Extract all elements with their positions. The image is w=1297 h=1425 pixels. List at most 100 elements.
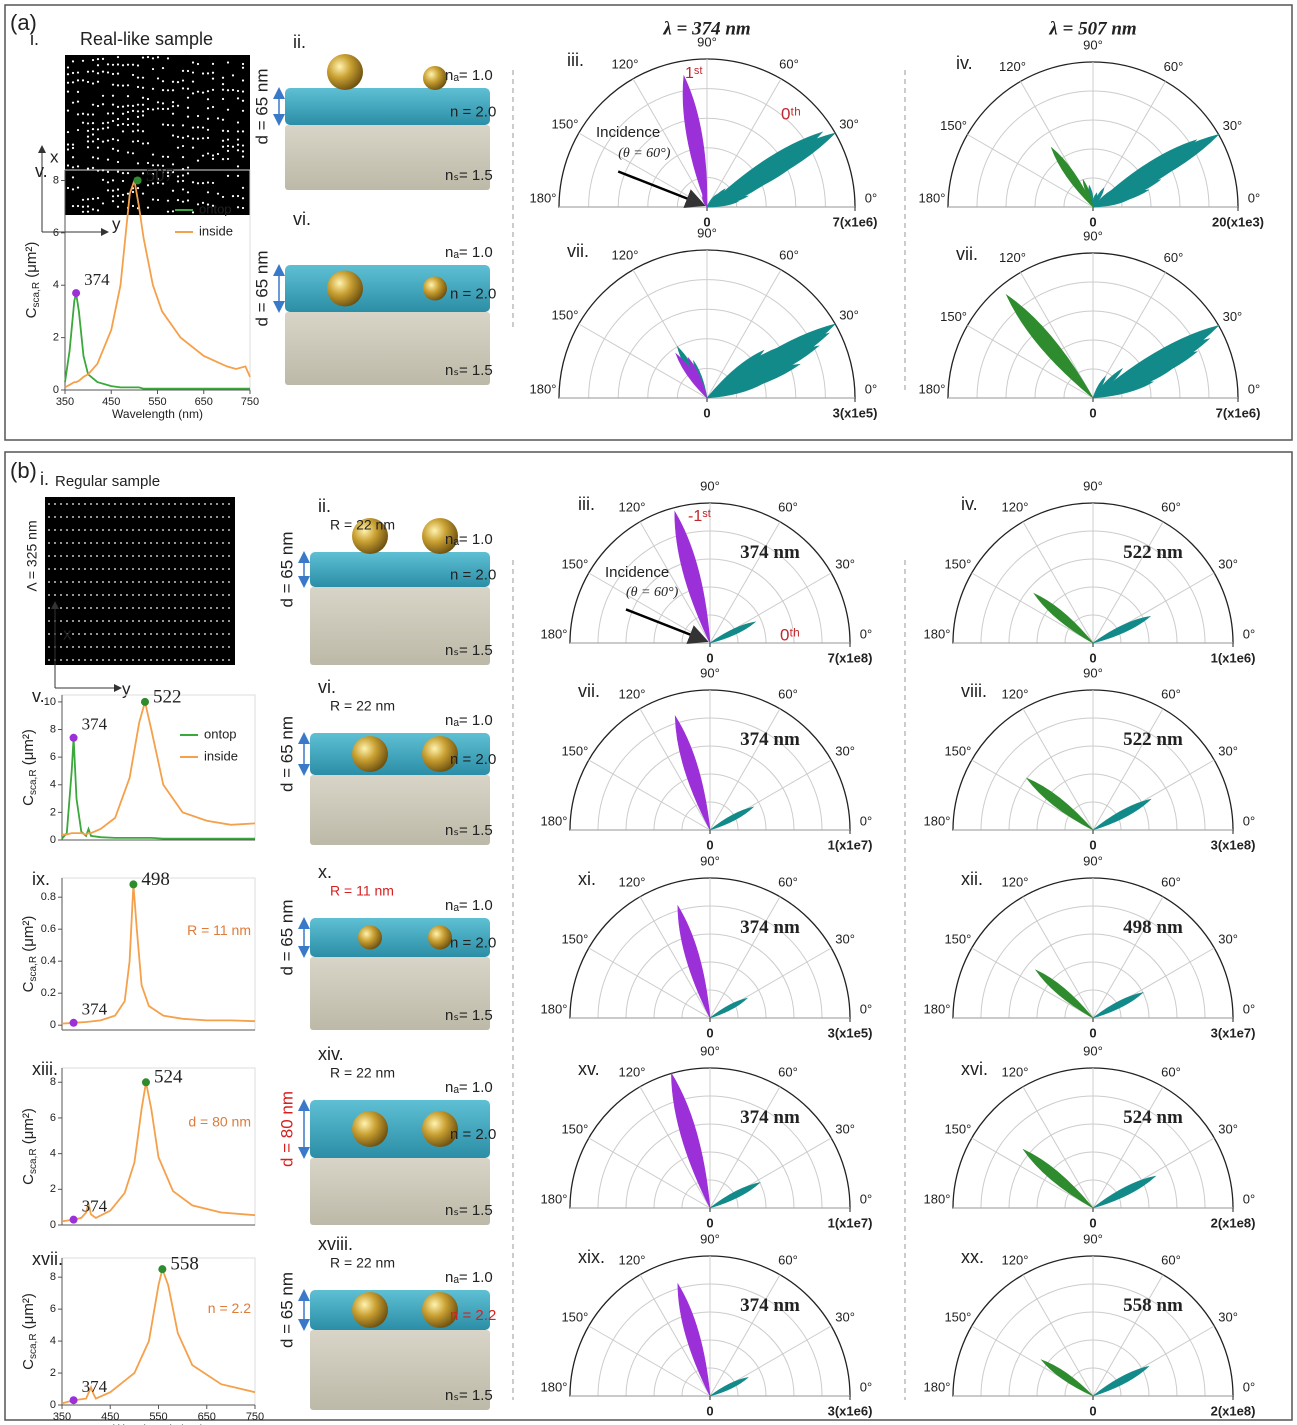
particle-dot (227, 158, 229, 160)
particle-dot (107, 159, 109, 161)
particle-dot (84, 555, 86, 557)
particle-dot (54, 503, 56, 505)
particle-dot (96, 503, 98, 505)
particle-dot (96, 529, 98, 531)
particle-dot (96, 594, 98, 596)
particle-dot (92, 156, 94, 158)
particle-dot (60, 659, 62, 661)
particle-dot (127, 151, 129, 153)
angle-label: 90° (1083, 1043, 1103, 1058)
x-tick-label: 550 (149, 1411, 167, 1423)
particle-dot (192, 61, 194, 63)
particle-dot (152, 198, 154, 200)
y-tick-label: 0 (50, 1019, 56, 1031)
angle-label: 90° (1083, 853, 1103, 868)
particle-dot (60, 568, 62, 570)
particle-dot (132, 516, 134, 518)
particle-dot (172, 81, 174, 83)
y-tick-label: 6 (50, 751, 56, 763)
peak-label: 524 (154, 1067, 183, 1088)
x-tick-label: 350 (53, 1411, 71, 1423)
particle-dot (174, 659, 176, 661)
particle-dot (228, 529, 230, 531)
angle-grid (1023, 709, 1093, 830)
particle-dot (66, 607, 68, 609)
particle-dot (67, 110, 69, 112)
angle-label: 30° (1218, 1121, 1238, 1136)
particle-dot (204, 633, 206, 635)
particle-dot (222, 89, 224, 91)
particle-dot (192, 516, 194, 518)
panel-label: v. (32, 686, 45, 706)
r-tick-label: 0 (706, 1215, 713, 1230)
angle-label: 150° (552, 307, 579, 322)
particle-dot (78, 555, 80, 557)
particle-dot (222, 503, 224, 505)
particle-dot (102, 659, 104, 661)
angle-label: 90° (700, 478, 720, 493)
axis-label: y (112, 214, 121, 233)
particle-dot (102, 202, 104, 204)
particle-dot (112, 64, 114, 66)
particle-dot (77, 113, 79, 115)
particle-dot (142, 104, 144, 106)
particle-dot (150, 659, 152, 661)
particle-dot (222, 77, 224, 79)
particle-dot (122, 180, 124, 182)
particle-dot (114, 607, 116, 609)
angle-label: 60° (1161, 874, 1181, 889)
particle-dot (202, 182, 204, 184)
panel-label: ii. (318, 496, 331, 516)
particle-dot (204, 607, 206, 609)
y-tick-label: 2 (50, 1183, 56, 1195)
lobe (710, 622, 755, 643)
particle-dot (242, 110, 244, 112)
angle-label: 0° (860, 626, 872, 641)
particle-dot (127, 172, 129, 174)
particle-dot (120, 581, 122, 583)
particle-dot (180, 633, 182, 635)
period-label: Λ = 325 nm (24, 520, 40, 591)
particle-dot (142, 87, 144, 89)
particle-dot (204, 646, 206, 648)
particle-dot (96, 659, 98, 661)
angle-label: 30° (1218, 743, 1238, 758)
particle-dot (182, 201, 184, 203)
particle-dot (90, 594, 92, 596)
particle-dot (182, 137, 184, 139)
particle-dot (216, 620, 218, 622)
particle-dot (107, 112, 109, 114)
particle-dot (192, 659, 194, 661)
particle-dot (204, 620, 206, 622)
particle-dot (82, 113, 84, 115)
particle-dot (48, 620, 50, 622)
particle-dot (162, 89, 164, 91)
particle-dot (67, 66, 69, 68)
particle-dot (216, 633, 218, 635)
particle-dot (222, 83, 224, 85)
angle-label: 150° (561, 1121, 588, 1136)
particle-dot (152, 68, 154, 70)
angle-label: 120° (612, 247, 639, 262)
particle-dot (222, 140, 224, 142)
particle-dot (126, 594, 128, 596)
particle-dot (156, 555, 158, 557)
particle-dot (126, 503, 128, 505)
particle-dot (87, 140, 89, 142)
particle-dot (92, 140, 94, 142)
particle-dot (228, 568, 230, 570)
particle-dot (102, 633, 104, 635)
particle-dot (222, 555, 224, 557)
particle-dot (187, 70, 189, 72)
particle-dot (162, 555, 164, 557)
particle-dot (112, 73, 114, 75)
particle-dot (66, 516, 68, 518)
particle-dot (192, 181, 194, 183)
particle-dot (72, 72, 74, 74)
particle-dot (102, 555, 104, 557)
particle-dot (216, 568, 218, 570)
y-tick-label: 6 (50, 1303, 56, 1315)
y-label-main: C (20, 1359, 37, 1370)
particle-dot (162, 67, 164, 69)
angle-label: 60° (1161, 499, 1181, 514)
